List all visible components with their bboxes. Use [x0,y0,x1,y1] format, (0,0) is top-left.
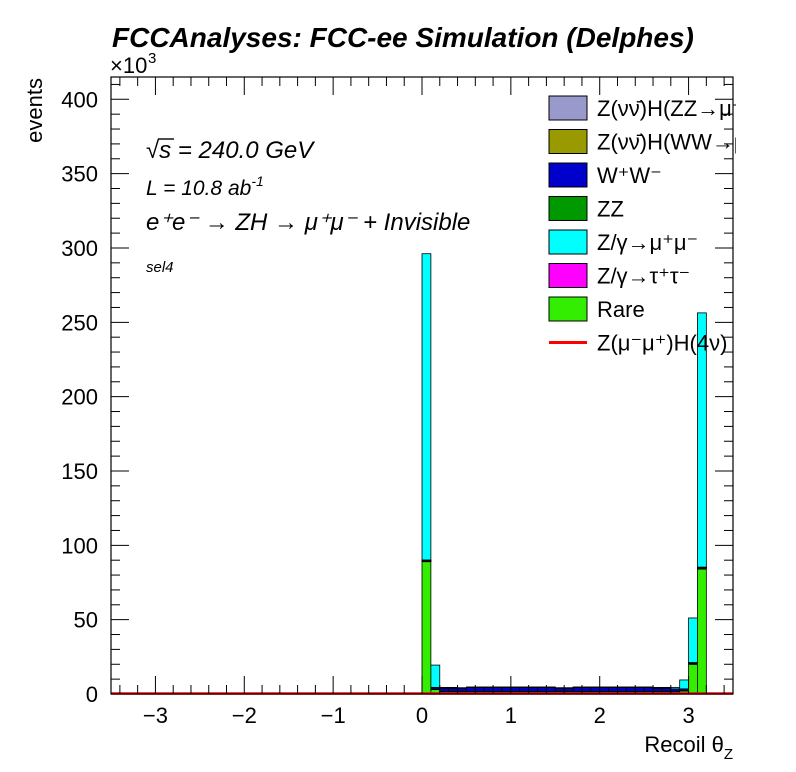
legend-swatch [548,263,588,288]
bar-segment [688,663,698,695]
bar-segment [510,687,521,692]
legend-label: Z/γ→μ⁺μ⁻ [597,230,698,255]
bar-segment [697,312,707,568]
bar-segment [608,687,618,692]
y-exponent-power: 3 [148,50,156,67]
legend-label: Z/γ→τ⁺τ⁻ [597,264,690,289]
bar-segment [466,687,476,692]
bar-segment [519,687,530,692]
legend-label: Z(νν̄)H(ZZ→μ⁺μ⁻ν⁺ [597,96,790,121]
legend-entries: Z(νν̄)H(ZZ→μ⁺μ⁻ν⁺ Z(νν̄)H(WW→μ⁺νμ W⁺W⁻ ZZ Z/… [548,95,790,356]
y-tick-label: 50 [74,608,98,633]
x-axis-title-main: Recoil θ [644,732,723,757]
bar-segment [581,687,592,692]
y-axis-title: events [22,78,47,143]
bar-segment [679,679,689,690]
legend-swatch [548,196,588,221]
bar-segment [572,687,583,692]
bar-segment [448,686,458,689]
annotation-block: √s = 240.0 GeV L = 10.8 ab-1 e⁺e⁻ → ZH →… [146,137,470,276]
bar-segment [448,687,458,692]
sqrt-var: s [159,137,171,164]
chart-title: FCCAnalyses: FCC-ee Simulation (Delphes) [112,22,694,53]
bar-segment [652,686,663,689]
legend: Z(νν̄)H(ZZ→μ⁺μ⁻ν⁺ Z(νν̄)H(WW→μ⁺νμ W⁺W⁻ ZZ Z/… [548,95,790,356]
bar-segment [599,687,610,692]
legend-label: ZZ [597,197,624,222]
bar-segment [661,686,672,689]
legend-label: Rare [597,297,645,322]
legend-swatch [548,129,588,154]
bar-segment [537,687,547,692]
y-axis-ticks: 0 50 100 150 200 250 300 350 400 [61,83,733,707]
x-tick-label: −2 [232,703,257,728]
bar-segment [652,687,663,692]
x-axis-title: Recoil θZ [644,732,733,763]
sqrt-symbol: √ [146,137,160,164]
legend-swatch [548,95,588,121]
bar-segment [634,687,645,692]
bar-segment [697,568,707,695]
y-tick-label: 400 [61,87,98,112]
bar-segment [528,687,538,692]
y-tick-label: 150 [61,459,98,484]
bar-segment [439,686,450,689]
x-tick-label: 2 [594,703,606,728]
sqrt-s-value: = 240.0 GeV [171,137,315,164]
bar-segment [430,664,441,688]
y-tick-label: 200 [61,385,98,410]
bar-segment [483,687,494,692]
x-axis-label: Recoil θZ [644,732,733,763]
y-tick-label: 250 [61,310,98,335]
sqrt-s-label: √s = 240.0 GeV [146,137,315,164]
y-axis-label: events [22,78,47,143]
y-exponent-base: ×10 [110,53,147,78]
x-tick-label: 0 [416,703,428,728]
bar-segment [554,687,565,692]
bar-segment [492,687,503,692]
process-label: e⁺e⁻ → ZH → μ⁺μ⁻ + Invisible [146,209,470,236]
bar-segment [590,687,601,692]
luminosity-label: L = 10.8 ab-1 [146,173,264,200]
bar-segment [688,617,698,663]
bar-segment [421,561,432,695]
x-axis-ticks: −3 −2 −1 0 1 2 3 [119,77,725,728]
x-tick-label: −3 [143,703,168,728]
bar-segment [439,687,450,692]
x-tick-label: 1 [505,703,517,728]
bar-segment [546,687,556,692]
bar-segment [625,687,636,692]
bar-segment [670,686,681,690]
legend-label: Z(μ⁻μ⁺)H(4ν) [597,331,727,356]
bar-segment [501,687,512,692]
bar-segment [617,687,627,692]
y-exponent: ×10 3 [110,50,156,78]
selection-label: sel4 [146,259,174,276]
legend-label: W⁺W⁻ [597,163,662,188]
legend-swatch [548,229,588,255]
bar-segment [563,687,574,692]
legend-swatch [548,296,588,322]
x-tick-label: 3 [682,703,694,728]
bar-segment [457,687,467,692]
legend-swatch [548,162,588,188]
y-tick-label: 300 [61,236,98,261]
y-tick-label: 0 [86,682,98,707]
bar-segment [661,687,672,692]
lumi-exponent: -1 [251,173,263,189]
y-tick-label: 350 [61,162,98,187]
x-axis-title-sub: Z [724,746,733,763]
bar-segment [421,253,432,561]
bar-segment [643,687,654,692]
bar-segment [474,687,485,692]
lumi-value: L = 10.8 ab [146,177,252,200]
x-tick-label: −1 [321,703,346,728]
y-tick-label: 100 [61,533,98,558]
legend-label: Z(νν̄)H(WW→μ⁺νμ [597,130,782,155]
